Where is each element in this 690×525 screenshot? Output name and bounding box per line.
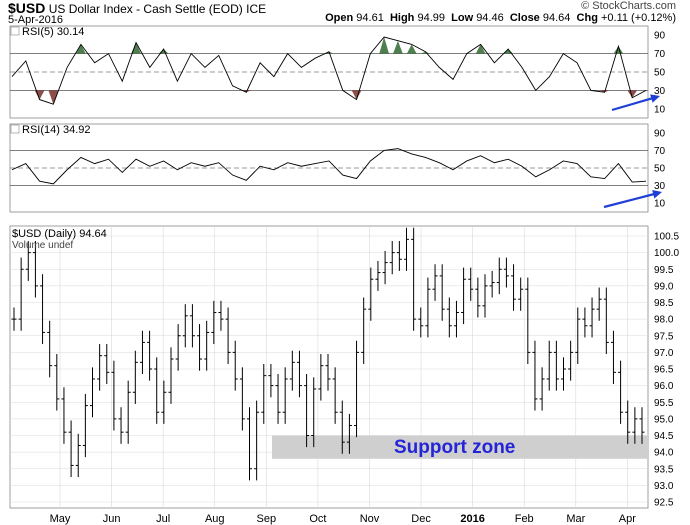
rsi14-arrow-shaft xyxy=(603,192,657,209)
high-label: High xyxy=(389,12,415,24)
support-zone-label: Support zone xyxy=(394,437,515,458)
rsi5-tick-50: 50 xyxy=(654,68,666,79)
rsi5-overbought-fill xyxy=(406,44,417,54)
rsi5-panel: 10 30 50 70 90 RSI(5) 30.14 xyxy=(9,25,666,119)
price-tick-label: 97.5 xyxy=(654,331,674,342)
ohlc-readout: Open 94.61 High 94.99 Low 94.46 Close 94… xyxy=(325,12,676,24)
chg-value: +0.11 (+0.12%) xyxy=(600,12,676,24)
rsi5-oversold-fill xyxy=(48,90,59,105)
rsi5-overbought-fill xyxy=(475,44,486,54)
x-tick-2016: 2016 xyxy=(460,513,484,525)
price-title: $USD (Daily) 94.64 xyxy=(12,228,107,240)
price-tick-label: 94.5 xyxy=(654,431,674,442)
x-tick-Oct: Oct xyxy=(309,513,326,525)
chg-label: Chg xyxy=(576,12,598,24)
rsi14-tick-70: 70 xyxy=(654,146,666,157)
price-tick-label: 97.0 xyxy=(654,348,674,359)
high-value: 94.99 xyxy=(417,12,445,24)
rsi5-tick-70: 70 xyxy=(654,49,666,60)
price-tick-label: 96.5 xyxy=(654,365,674,376)
x-tick-Mar: Mar xyxy=(566,513,585,525)
rsi5-overbought-fill xyxy=(393,40,403,54)
price-tick-label: 100.0 xyxy=(654,248,679,259)
price-tick-label: 95.0 xyxy=(654,414,674,425)
rsi5-legend-icon xyxy=(10,26,20,36)
rsi5-line xyxy=(11,36,647,105)
price-tick-label: 96.0 xyxy=(654,381,674,392)
rsi5-overbought-fill xyxy=(613,46,624,54)
rsi14-title: RSI(14) 34.92 xyxy=(22,124,90,136)
price-tick-label: 98.5 xyxy=(654,298,674,309)
low-label: Low xyxy=(451,12,474,24)
price-tick-label: 93.0 xyxy=(654,481,674,492)
rsi14-tick-50: 50 xyxy=(654,164,666,175)
instrument-name: US Dollar Index - Cash Settle (EOD) xyxy=(48,2,243,16)
price-tick-label: 99.5 xyxy=(654,265,674,276)
x-tick-Feb: Feb xyxy=(515,513,534,525)
rsi5-overbought-fill xyxy=(420,51,431,54)
x-tick-Apr: Apr xyxy=(619,513,636,525)
source-credit: © StockCharts.com xyxy=(581,0,676,12)
price-panel: 92.5 93.0 93.5 94.0 94.5 95.0 95.5 96.0 96.5 97.0… xyxy=(9,225,679,509)
x-tick-Sep: Sep xyxy=(257,513,277,525)
rsi5-tick-30: 30 xyxy=(654,86,666,97)
rsi5-tick-90: 90 xyxy=(654,31,666,42)
symbol: $USD xyxy=(8,0,46,16)
rsi5-overbought-fill xyxy=(76,44,86,54)
x-tick-Jul: Jul xyxy=(156,513,170,525)
price-tick-label: 100.5 xyxy=(654,232,679,243)
rsi5-overbought-fill xyxy=(131,42,141,54)
rsi14-panel: 10 30 50 70 90 RSI(14) 34.92 xyxy=(9,123,666,213)
chart-date: 5-Apr-2016 xyxy=(8,14,64,26)
open-value: 94.61 xyxy=(356,12,384,24)
x-tick-Dec: Dec xyxy=(411,513,431,525)
rsi14-line xyxy=(11,148,647,185)
support-zone-band xyxy=(272,435,648,459)
rsi5-arrow-shaft xyxy=(611,96,655,112)
open-label: Open xyxy=(325,12,354,24)
price-tick-label: 98.0 xyxy=(654,315,674,326)
rsi5-overbought-fill xyxy=(379,37,389,54)
close-label: Close xyxy=(509,12,540,24)
price-tick-label: 92.5 xyxy=(654,498,674,509)
rsi5-tick-10: 10 xyxy=(654,104,666,115)
x-tick-Jun: Jun xyxy=(103,513,121,525)
price-tick-label: 99.0 xyxy=(654,281,674,292)
price-tick-label: 93.5 xyxy=(654,464,674,475)
rsi5-oversold-fill xyxy=(627,90,638,98)
annotations: Support zone xyxy=(394,94,662,458)
price-frame xyxy=(9,225,649,509)
x-tick-May: May xyxy=(50,513,71,525)
exchange: ICE xyxy=(246,2,267,16)
rsi14-tick-30: 30 xyxy=(654,181,666,192)
rsi14-tick-90: 90 xyxy=(654,128,666,139)
x-axis: May Jun Jul Aug Sep Oct Nov Dec 2016 Feb Mar Apr xyxy=(50,513,637,525)
low-value: 94.46 xyxy=(476,12,504,24)
x-tick-Nov: Nov xyxy=(360,513,380,525)
chart-title: $USD US Dollar Index - Cash Settle (EOD)… xyxy=(8,0,266,16)
price-subtitle: Volume undef xyxy=(12,240,73,251)
rsi14-tick-10: 10 xyxy=(654,199,666,210)
rsi5-title: RSI(5) 30.14 xyxy=(22,26,84,38)
close-value: 94.64 xyxy=(542,12,571,24)
rsi14-legend-icon xyxy=(10,124,20,134)
x-tick-Aug: Aug xyxy=(205,513,225,525)
rsi5-arrow-head xyxy=(650,94,660,103)
rsi14-arrow-head xyxy=(652,190,662,199)
price-tick-label: 94.0 xyxy=(654,448,674,459)
price-tick-label: 95.5 xyxy=(654,398,674,409)
